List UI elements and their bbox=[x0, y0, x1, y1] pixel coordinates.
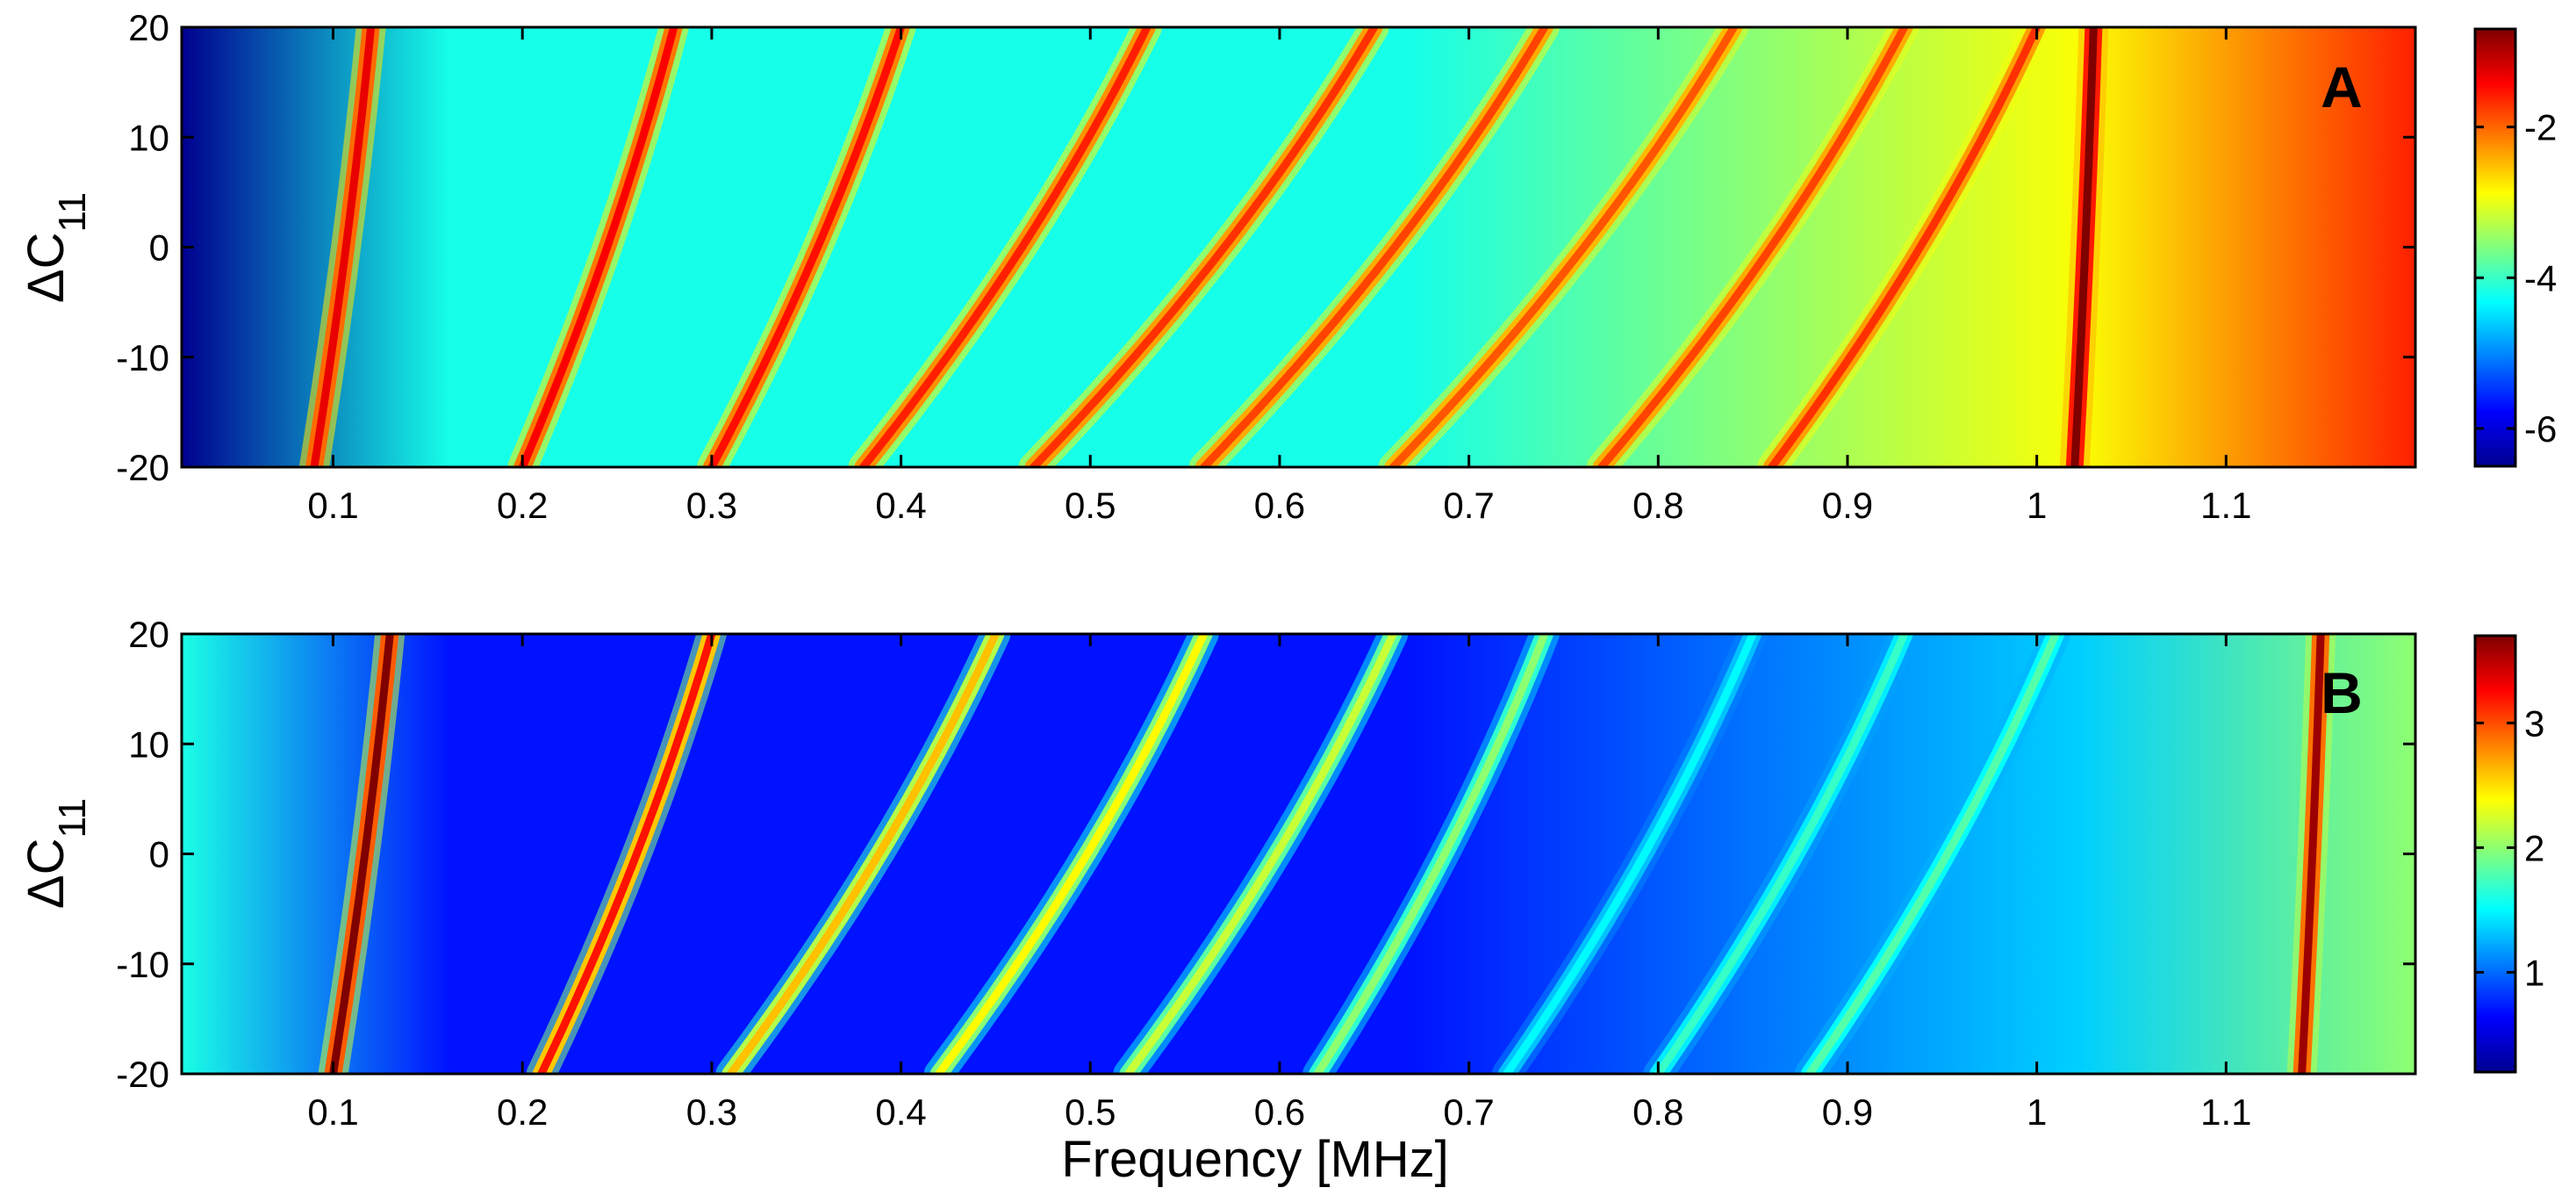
y-ticks-a: -20 -10 0 10 20 bbox=[116, 7, 2415, 488]
ridge-b-4 bbox=[923, 634, 1219, 1074]
ridge-b-7 bbox=[1491, 634, 1769, 1074]
y-axis-label-a: ΔC11 bbox=[18, 192, 94, 303]
x-tick-label-a: 0.2 bbox=[497, 485, 548, 526]
ridge-a-8 bbox=[1586, 27, 1919, 467]
x-ticks-b: 0.1 0.2 0.3 0.4 0.5 0.6 0.7 0.8 0.9 1 1.1 bbox=[307, 634, 2252, 1133]
colorbar-gradient-b bbox=[2475, 636, 2515, 1072]
colorbar-tick-label-b: 3 bbox=[2524, 702, 2544, 744]
ridge-b-10 bbox=[2286, 634, 2336, 1074]
x-tick-label-a: 0.6 bbox=[1254, 485, 1305, 526]
y-ticks-b: -20 -10 0 10 20 bbox=[116, 614, 2415, 1095]
x-tick-label-b: 0.8 bbox=[1632, 1091, 1683, 1133]
ridge-a-9 bbox=[1756, 27, 2052, 467]
colorbar-tick-label-a: -6 bbox=[2524, 408, 2557, 450]
colorbar-fill-b bbox=[2475, 636, 2515, 1072]
ridge-b-2 bbox=[526, 634, 727, 1074]
y-tick-label-a: 10 bbox=[128, 117, 169, 158]
x-tick-label-b: 0.9 bbox=[1822, 1091, 1873, 1133]
y-tick-label-a: -10 bbox=[116, 337, 169, 378]
x-tick-label-b: 0.3 bbox=[686, 1091, 737, 1133]
heatmap-background-b bbox=[182, 634, 2415, 1074]
colorbar-a: -6 -4 -2 bbox=[2473, 27, 2557, 468]
colorbar-tick-label-b: 1 bbox=[2524, 952, 2544, 993]
ridge-a-6 bbox=[1188, 27, 1560, 467]
y-tick-label-a: 0 bbox=[149, 227, 169, 269]
x-tick-label-b: 1 bbox=[2027, 1091, 2047, 1133]
colorbar-tick-label-a: -2 bbox=[2524, 107, 2557, 148]
x-tick-label-b: 0.4 bbox=[875, 1091, 926, 1133]
y-tick-label-a: 20 bbox=[128, 7, 169, 48]
colorbar-tick-label-b: 2 bbox=[2524, 827, 2544, 868]
ridge-a-10 bbox=[2059, 27, 2109, 467]
x-tick-label-b: 0.5 bbox=[1065, 1091, 1116, 1133]
ridge-b-6 bbox=[1302, 634, 1560, 1074]
x-tick-label-a: 0.4 bbox=[875, 485, 926, 526]
panel-a: 0.1 0.2 0.3 0.4 0.5 0.6 0.7 0.8 0.9 1 1.1 -20 -10 0 1… bbox=[18, 7, 2557, 526]
colorbar-fill-a bbox=[2475, 29, 2515, 466]
y-tick-label-b: -10 bbox=[116, 944, 169, 985]
colorbar-frame-b bbox=[2473, 634, 2517, 1074]
colorbar-ticks-a: -6 -4 -2 bbox=[2475, 107, 2557, 450]
x-tick-label-b: 0.6 bbox=[1254, 1091, 1305, 1133]
colorbar-ticks-b: 1 2 3 bbox=[2475, 702, 2544, 993]
y-tick-label-a: -20 bbox=[116, 447, 169, 488]
colorbar-gradient-a bbox=[2475, 29, 2515, 466]
ridge-a-5 bbox=[1018, 27, 1389, 467]
x-tick-label-b: 0.2 bbox=[497, 1091, 548, 1133]
ridge-a-2 bbox=[507, 27, 689, 467]
y-tick-label-b: 10 bbox=[128, 723, 169, 765]
panel-label-a: A bbox=[2321, 54, 2363, 119]
panel-b: 0.1 0.2 0.3 0.4 0.5 0.6 0.7 0.8 0.9 1 1.1 -20 -10 0 1… bbox=[18, 614, 2544, 1188]
ridge-a-4 bbox=[848, 27, 1162, 467]
x-tick-label-a: 1 bbox=[2027, 485, 2047, 526]
y-tick-label-b: 20 bbox=[128, 614, 169, 655]
ridge-a-7 bbox=[1378, 27, 1749, 467]
y-axis-label-b: ΔC11 bbox=[18, 798, 94, 909]
ridge-b-1 bbox=[318, 634, 405, 1074]
y-tick-label-b: 0 bbox=[149, 834, 169, 875]
x-tick-label-a: 0.7 bbox=[1443, 485, 1494, 526]
x-axis-label: Frequency [MHz] bbox=[1061, 1131, 1449, 1188]
ridge-b-3 bbox=[715, 634, 1011, 1074]
x-ticks-a: 0.1 0.2 0.3 0.4 0.5 0.6 0.7 0.8 0.9 1 1.1 bbox=[307, 27, 2252, 526]
ridge-b-5 bbox=[1113, 634, 1409, 1074]
panel-label-b: B bbox=[2321, 660, 2363, 725]
x-tick-label-a: 1.1 bbox=[2200, 485, 2251, 526]
colorbar-tick-label-a: -4 bbox=[2524, 257, 2557, 299]
ridge-b-8 bbox=[1643, 634, 1919, 1074]
x-tick-label-b: 0.1 bbox=[307, 1091, 358, 1133]
y-tick-label-b: -20 bbox=[116, 1054, 169, 1095]
ridge-b-9 bbox=[1794, 634, 2071, 1074]
x-tick-label-a: 0.9 bbox=[1822, 485, 1873, 526]
ridge-a-3 bbox=[696, 27, 916, 467]
heatmap-a bbox=[182, 27, 2415, 467]
ridge-a-1 bbox=[298, 27, 386, 467]
heatmap-b bbox=[182, 634, 2415, 1074]
x-tick-label-b: 1.1 bbox=[2200, 1091, 2251, 1133]
x-tick-label-b: 0.7 bbox=[1443, 1091, 1494, 1133]
x-tick-label-a: 0.3 bbox=[686, 485, 737, 526]
x-tick-label-a: 0.8 bbox=[1632, 485, 1683, 526]
x-tick-label-a: 0.5 bbox=[1065, 485, 1116, 526]
colorbar-frame-a bbox=[2473, 27, 2517, 468]
x-tick-label-a: 0.1 bbox=[307, 485, 358, 526]
colorbar-b: 1 2 3 bbox=[2473, 634, 2544, 1074]
